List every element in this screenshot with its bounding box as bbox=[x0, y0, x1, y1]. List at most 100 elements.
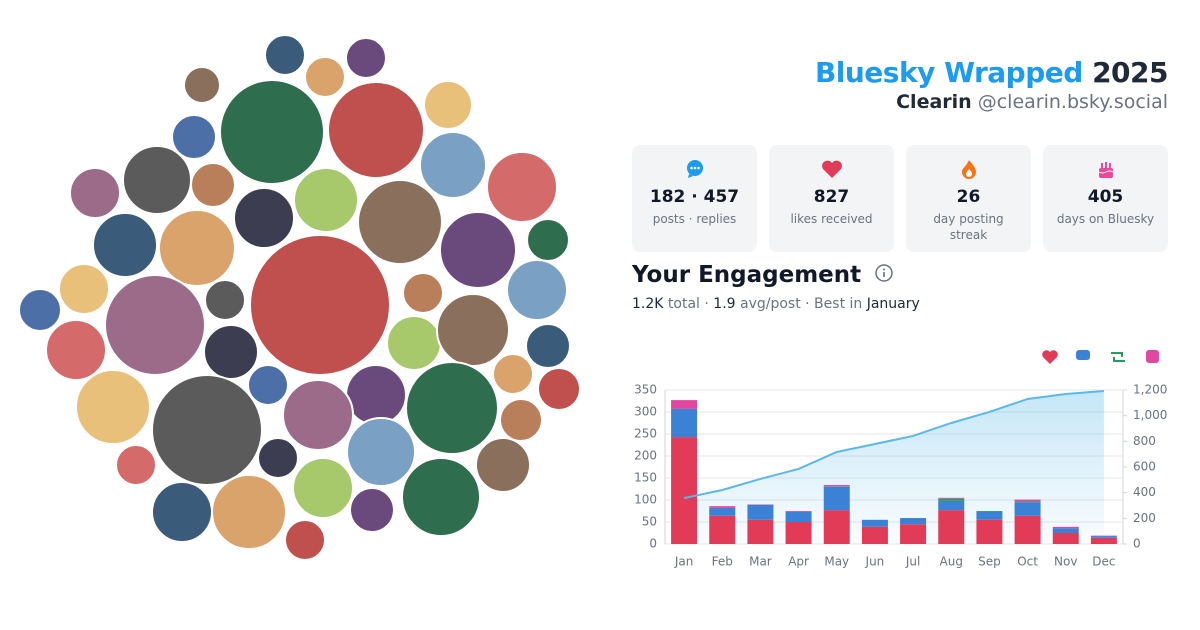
section-title: Your Engagement bbox=[632, 262, 862, 288]
y2-tick-label: 800 bbox=[1133, 434, 1156, 448]
avatar bbox=[526, 218, 570, 262]
avatar bbox=[499, 398, 543, 442]
bar-segment bbox=[785, 511, 812, 522]
bar-segment bbox=[861, 526, 888, 544]
bar-segment bbox=[671, 437, 698, 544]
cumulative-area bbox=[684, 391, 1104, 544]
avatar bbox=[401, 457, 481, 537]
stat-label: likes received bbox=[790, 212, 873, 226]
x-tick-label: Dec bbox=[1092, 555, 1115, 569]
bar-segment bbox=[709, 507, 736, 516]
avatar bbox=[58, 263, 110, 315]
avatar bbox=[386, 315, 442, 371]
summary: 1.2K total · 1.9 avg/post · Best in Janu… bbox=[632, 296, 920, 312]
avatar bbox=[249, 234, 391, 376]
x-tick-label: Feb bbox=[712, 555, 733, 569]
stat-card: 182 · 457 posts · replies bbox=[632, 145, 757, 252]
user-name: Clearin bbox=[896, 91, 972, 113]
bar-segment bbox=[938, 498, 965, 501]
avatar bbox=[158, 209, 236, 287]
user-handle: @clearin.bsky.social bbox=[977, 91, 1168, 113]
avatar bbox=[104, 274, 206, 376]
avatar bbox=[537, 367, 581, 411]
bar-segment bbox=[976, 511, 1003, 520]
avatar bbox=[75, 369, 151, 445]
avatar bbox=[115, 444, 157, 486]
title-year: 2025 bbox=[1092, 56, 1168, 89]
avatar bbox=[190, 162, 236, 208]
x-tick-label: Jan bbox=[674, 555, 694, 569]
avatar-cloud bbox=[18, 34, 581, 561]
avatar bbox=[284, 519, 326, 561]
stat-label: days on Bluesky bbox=[1056, 212, 1155, 226]
x-tick-label: Oct bbox=[1017, 555, 1038, 569]
icon-cake bbox=[1098, 162, 1113, 178]
cumulative-line bbox=[683, 390, 1104, 500]
avatar bbox=[122, 145, 192, 215]
avatar bbox=[525, 323, 571, 369]
bar-segment bbox=[976, 519, 1003, 544]
bar-segment bbox=[1014, 515, 1041, 544]
bar-segment bbox=[900, 524, 927, 544]
stat-value: 405 bbox=[1087, 187, 1124, 207]
x-tick-label: Mar bbox=[749, 555, 772, 569]
avatar bbox=[92, 212, 158, 278]
bar-segment bbox=[823, 510, 850, 544]
x-tick-label: Sep bbox=[978, 555, 1001, 569]
legend-reposts bbox=[1111, 352, 1125, 362]
avatar bbox=[69, 167, 121, 219]
bar-segment bbox=[709, 506, 736, 508]
x-tick-label: Jun bbox=[865, 555, 885, 569]
bar-segment bbox=[823, 485, 850, 487]
bar-segment bbox=[823, 486, 850, 511]
x-tick-label: May bbox=[824, 555, 849, 569]
summary-text: total · bbox=[663, 296, 714, 312]
stat-value: 26 bbox=[956, 187, 981, 207]
stat-value: 827 bbox=[813, 187, 850, 207]
bar-segment bbox=[976, 511, 1003, 512]
bar-segment bbox=[1014, 501, 1041, 503]
bar-segment bbox=[1014, 499, 1041, 502]
x-tick-label: Aug bbox=[940, 555, 963, 569]
avatar bbox=[402, 272, 444, 314]
avatar bbox=[506, 259, 568, 321]
bar-segment bbox=[938, 497, 965, 499]
icon-chat bbox=[686, 160, 703, 178]
x-tick-label: Apr bbox=[788, 555, 809, 569]
info-icon[interactable] bbox=[874, 263, 894, 283]
avatar bbox=[293, 167, 359, 233]
avatar bbox=[247, 364, 289, 406]
y2-tick-label: 600 bbox=[1133, 460, 1156, 474]
avatar bbox=[492, 353, 534, 395]
avatar bbox=[475, 437, 531, 493]
avatar bbox=[436, 293, 510, 367]
bar-segment bbox=[709, 515, 736, 544]
avatar bbox=[282, 379, 354, 451]
bar-segment bbox=[785, 511, 812, 512]
y-tick-label: 50 bbox=[642, 515, 657, 529]
avatar bbox=[219, 79, 325, 185]
avatar bbox=[439, 211, 517, 289]
bar-segment bbox=[1052, 533, 1079, 544]
avatar bbox=[264, 34, 306, 76]
avatar bbox=[151, 481, 213, 543]
avatar bbox=[327, 81, 425, 179]
avatar bbox=[151, 374, 263, 486]
avatar bbox=[346, 417, 416, 487]
avatar bbox=[357, 179, 443, 265]
y-tick-label: 350 bbox=[634, 383, 657, 397]
bar-segment bbox=[671, 408, 698, 438]
bar-segment bbox=[1052, 528, 1079, 533]
bar-segment bbox=[938, 510, 965, 544]
y2-tick-label: 0 bbox=[1133, 537, 1141, 551]
bar-segment bbox=[1090, 536, 1117, 538]
stat-label: posts · replies bbox=[652, 212, 737, 226]
y2-tick-label: 1,200 bbox=[1133, 383, 1167, 397]
avatar bbox=[183, 66, 221, 104]
stat-card: 26 day posting streak bbox=[906, 145, 1031, 252]
avatar bbox=[204, 279, 246, 321]
avatar bbox=[171, 114, 217, 160]
stat-value: 182 · 457 bbox=[649, 187, 740, 207]
y-tick-label: 300 bbox=[634, 405, 657, 419]
title: Bluesky Wrapped 2025 bbox=[815, 56, 1169, 89]
